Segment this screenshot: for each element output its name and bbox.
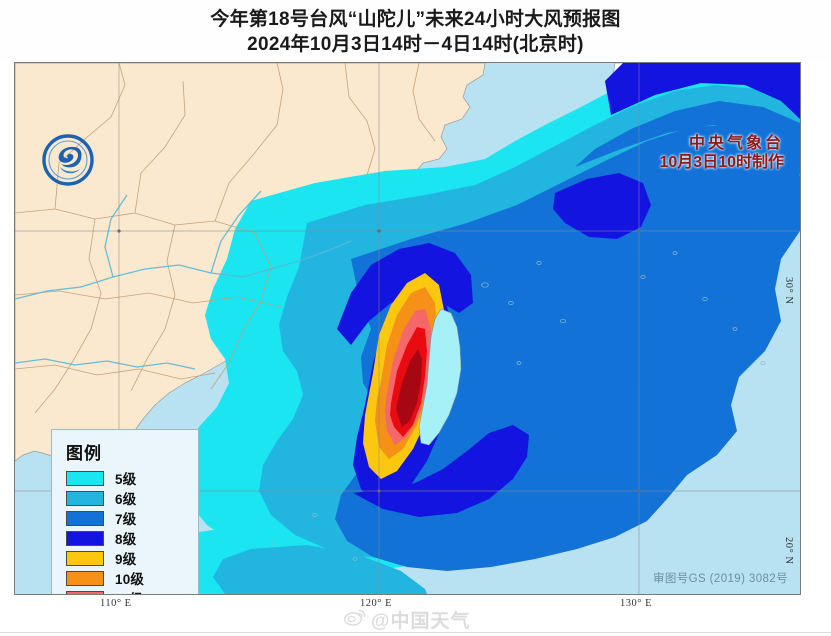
lon-label-110e: 110° E [100, 598, 132, 609]
lat-label-20n: 20° N [783, 537, 794, 565]
footer-divider [0, 632, 831, 633]
legend-swatch-6 [66, 490, 104, 506]
legend-label-9: 9级 [115, 552, 137, 567]
legend-swatch-10 [66, 570, 104, 586]
page-title: 今年第18号台风“山陀儿”未来24小时大风预报图 [210, 9, 621, 30]
title-block: 今年第18号台风“山陀儿”未来24小时大风预报图 2024年10月3日14时－4… [0, 0, 831, 62]
legend-item[interactable]: 6级 [66, 488, 198, 508]
legend-swatch-7 [66, 510, 104, 526]
page-subtitle: 2024年10月3日14时－4日14时(北京时) [247, 34, 584, 55]
lon-label-120e: 120° E [360, 598, 392, 609]
weibo-icon [344, 608, 366, 631]
weibo-watermark: @中国天气 [344, 606, 471, 633]
legend-item[interactable]: 5级 [66, 468, 198, 488]
legend-swatch-5 [66, 470, 104, 486]
forecast-map[interactable]: 中央气象台 10月3日10时制作 审图号GS (2019) 3082号 图例 5… [14, 62, 801, 595]
legend-item[interactable]: 8级 [66, 528, 198, 548]
legend-swatch-11 [66, 590, 104, 594]
legend-label-7: 7级 [115, 512, 137, 527]
map-approval-number: 审图号GS (2019) 3082号 [652, 573, 788, 585]
agency-produced-time: 10月3日10时制作 [659, 153, 785, 171]
legend-label-10: 10级 [115, 572, 145, 587]
map-canvas [15, 63, 800, 594]
legend-label-6: 6级 [115, 492, 137, 507]
footer-strip [0, 595, 831, 636]
legend-item[interactable]: 10级 [66, 568, 198, 588]
legend-label-8: 8级 [115, 532, 137, 547]
legend-label-11: 11级 [115, 588, 143, 594]
legend: 图例 5级 6级 7级 8级 9级 10级 11级 [51, 429, 199, 594]
legend-item[interactable]: 9级 [66, 548, 198, 568]
legend-title: 图例 [66, 444, 102, 463]
watermark-text: @中国天气 [371, 611, 471, 632]
cma-dragon-logo-icon [41, 133, 95, 187]
lon-label-130e: 130° E [620, 598, 652, 609]
agency-stamp: 中央气象台 10月3日10时制作 [660, 135, 785, 173]
legend-label-5: 5级 [115, 472, 137, 487]
legend-item[interactable]: 11级 [66, 588, 198, 594]
legend-swatch-9 [66, 550, 104, 566]
legend-swatch-8 [66, 530, 104, 546]
agency-name: 中央气象台 [688, 135, 784, 152]
lat-label-30n: 30° N [783, 277, 794, 305]
legend-item[interactable]: 7级 [66, 508, 198, 528]
